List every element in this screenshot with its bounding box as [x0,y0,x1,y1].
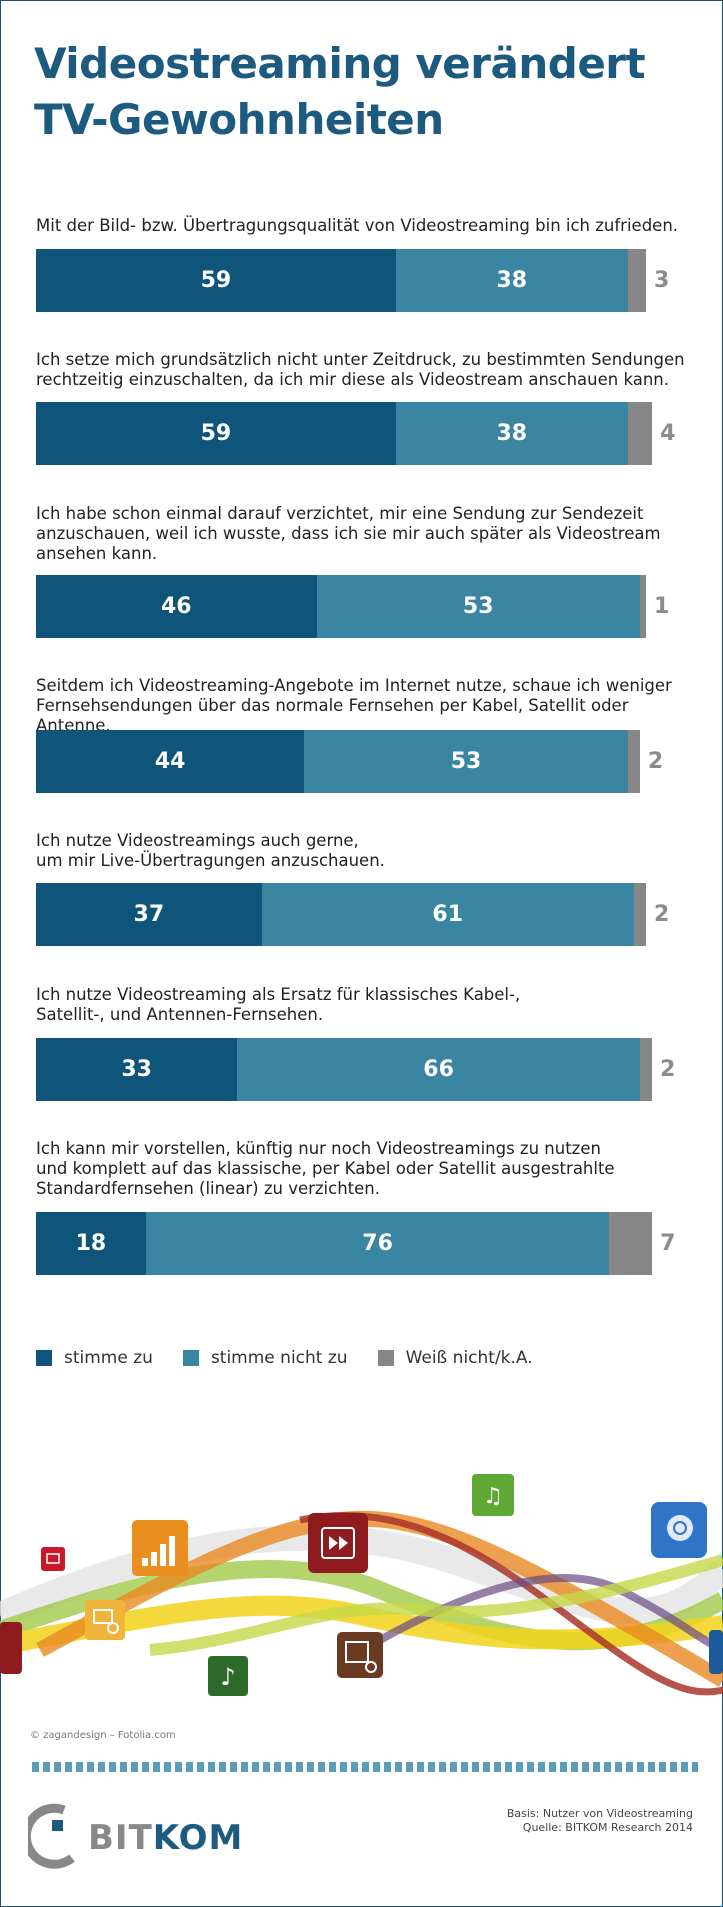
bar-7-label-unknown: 7 [660,1231,676,1256]
question-3-line-3: ansehen kann. [36,544,158,563]
bar-1-segment-disagree: 38 [395,249,628,312]
question-7-line-1: Ich kann mir vorstellen, künftig nur noc… [36,1139,601,1158]
question-4: Seitdem ich Videostreaming-Angebote im I… [36,676,686,736]
partial-red-icon [0,1622,22,1674]
question-7-line-2: und komplett auf das klassische, per Kab… [36,1159,615,1178]
logo-text-kom: KOM [152,1818,244,1858]
question-7-line-3: Standardfernsehen (linear) zu verzichten… [36,1179,380,1198]
bar-5-segment-disagree: 61 [261,883,634,946]
source-quelle: Quelle: BITKOM Research 2014 [522,1821,693,1834]
bar-3-segment-agree: 46 [36,575,317,638]
bar-7-segment-unknown [609,1212,653,1275]
bar-7-segment-disagree: 76 [145,1212,610,1275]
question-6-line-1: Ich nutze Videostreaming als Ersatz für … [36,985,521,1004]
decorative-ribbons: ♫ ♪ [0,1474,723,1696]
title-line-2: TV-Gewohnheiten [34,95,444,144]
bar-6-segment-disagree: 66 [237,1038,640,1101]
bar-1-segment-agree: 59 [36,249,396,312]
question-3: Ich habe schon einmal darauf verzichtet,… [36,504,686,564]
legend-label-unknown: Weiß nicht/k.A. [405,1348,533,1368]
bar-3-segment-disagree: 53 [316,575,640,638]
ribbon-lime [149,1554,723,1656]
bar-2-segment-unknown [627,402,653,465]
bar-5-segment-unknown [633,883,646,946]
legend-item-agree: stimme zu [36,1348,153,1368]
bar-3-label-unknown: 1 [654,594,670,619]
music-notes-icon: ♫ [472,1474,514,1516]
question-3-line-2: anzuschauen, weil ich wusste, dass ich s… [36,524,661,543]
music-note-icon: ♪ [208,1656,248,1696]
legend-swatch-disagree [182,1350,199,1366]
title-line-1: Videostreaming verändert [34,39,646,88]
photo-search-icon [85,1600,125,1640]
legend-label-disagree: stimme nicht zu [210,1348,348,1368]
question-2: Ich setze mich grundsätzlich nicht unter… [36,350,686,390]
bar-4-segment-agree: 44 [36,730,305,793]
svg-text:♫: ♫ [483,1484,503,1509]
source-basis: Basis: Nutzer von Videostreaming [506,1807,693,1820]
image-credit: © zagandesign – Fotolia.com [30,1730,176,1741]
bar-5-segment-agree: 37 [36,883,262,946]
svg-text:♪: ♪ [220,1663,235,1691]
bar-2-segment-agree: 59 [36,402,396,465]
bar-3-segment-unknown [639,575,646,638]
question-5-line-2: um mir Live-Übertragungen anzuschauen. [36,851,385,870]
partial-blue-icon [709,1630,723,1674]
legend-swatch-agree [36,1350,52,1366]
legend-item-unknown: Weiß nicht/k.A. [377,1348,533,1368]
bar-5-label-unknown: 2 [654,902,670,927]
rewind-search-icon [337,1632,383,1678]
search-icon [651,1502,707,1558]
legend: stimme zu stimme nicht zu Weiß nicht/k.A… [36,1348,533,1368]
bar-1-segment-unknown [627,249,646,312]
bitkom-logo: BITKOM [28,1800,248,1870]
page-title: Videostreaming verändert TV-Gewohnheiten [34,36,674,148]
bar-4-label-unknown: 2 [647,749,664,774]
bitkom-logo-text: BITKOM [88,1818,243,1858]
legend-label-agree: stimme zu [64,1348,153,1368]
legend-swatch-unknown [377,1350,394,1366]
source-note: Basis: Nutzer von Videostreaming Quelle:… [507,1807,693,1835]
question-6: Ich nutze Videostreaming als Ersatz für … [36,985,686,1025]
question-3-line-1: Ich habe schon einmal darauf verzichtet,… [36,504,644,523]
bar-6-label-unknown: 2 [660,1057,676,1082]
question-1: Mit der Bild- bzw. Übertragungsqualität … [36,216,686,236]
bar-6-segment-unknown [639,1038,653,1101]
question-4-line-1: Seitdem ich Videostreaming-Angebote im I… [36,676,672,695]
bar-6-segment-agree: 33 [36,1038,238,1101]
question-6-line-2: Satellit-, und Antennen-Fernsehen. [36,1005,324,1024]
logo-text-bit: BIT [88,1818,153,1858]
legend-item-disagree: stimme nicht zu [182,1348,348,1368]
question-2-line-1: Ich setze mich grundsätzlich nicht unter… [36,350,685,369]
bar-2-segment-disagree: 38 [395,402,628,465]
bar-1-label-unknown: 3 [654,268,670,293]
bar-4-segment-disagree: 53 [304,730,628,793]
equalizer-icon [132,1520,188,1576]
bitkom-logo-mark [28,1803,75,1869]
question-7: Ich kann mir vorstellen, künftig nur noc… [36,1139,686,1199]
fast-forward-icon [308,1513,368,1573]
bar-2-label-unknown: 4 [660,421,676,446]
bar-7-segment-agree: 18 [36,1212,146,1275]
question-5-line-1: Ich nutze Videostreamings auch gerne, [36,831,359,850]
question-1-line-1: Mit der Bild- bzw. Übertragungsqualität … [36,216,679,235]
email-icon [41,1547,65,1571]
dashed-divider [32,1762,698,1772]
question-2-line-2: rechtzeitig einzuschalten, da ich mir di… [36,370,670,389]
bar-4-segment-unknown [627,730,640,793]
question-5: Ich nutze Videostreamings auch gerne, um … [36,831,686,871]
